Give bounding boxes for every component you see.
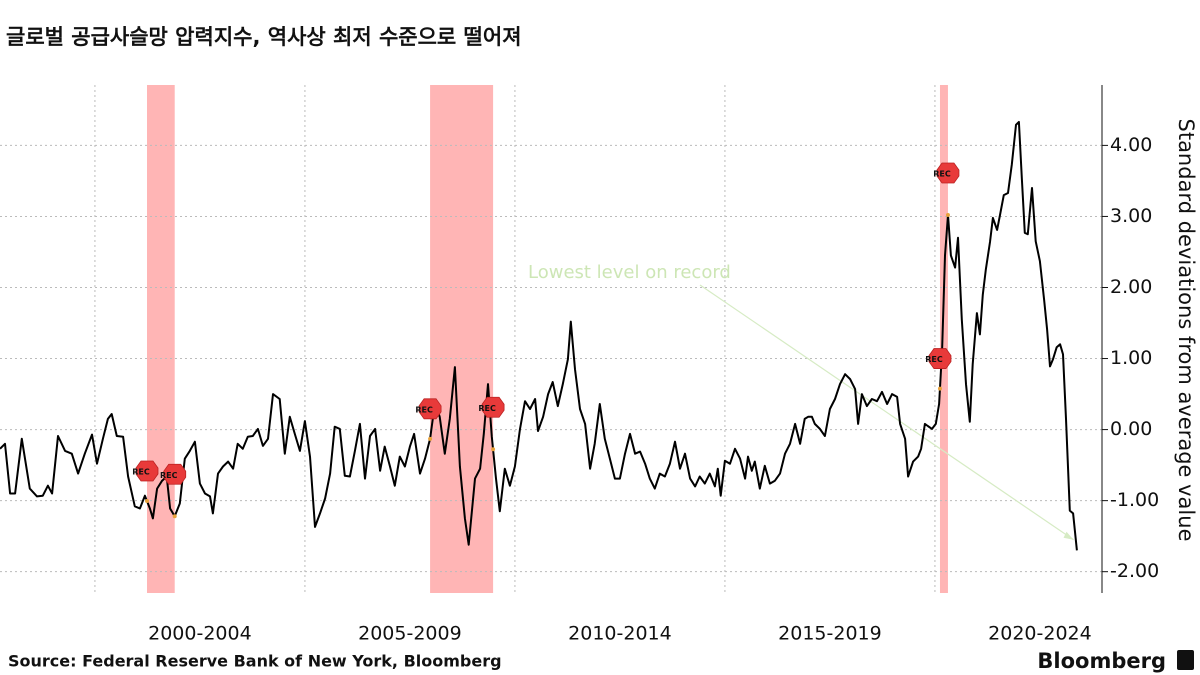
recession-point <box>937 386 942 391</box>
recession-band <box>147 85 175 593</box>
x-tick-label: 2015-2019 <box>778 623 882 645</box>
source: Source: Federal Reserve Bank of New York… <box>8 652 502 671</box>
x-tick-label: 2010-2014 <box>568 623 672 645</box>
recession-point <box>145 498 150 503</box>
y-tick-label: 1.00 <box>1110 347 1152 369</box>
recession-label: REC <box>478 404 496 413</box>
y-tick-label: 3.00 <box>1110 205 1152 227</box>
chart-title: 글로벌 공급사슬망 압력지수, 역사상 최저 수준으로 떨어져 <box>6 25 522 49</box>
recession-label: REC <box>132 467 150 476</box>
recession-marker <box>936 162 960 184</box>
recession-point <box>491 447 496 452</box>
recession-label: REC <box>925 355 943 364</box>
recession-band <box>939 85 948 593</box>
recession-label: REC <box>933 170 951 179</box>
y-tick-label: -2.00 <box>1110 560 1159 582</box>
annotation-arrow <box>699 284 1074 541</box>
annotation: Lowest level on record <box>528 262 731 283</box>
recession-marker <box>481 396 505 418</box>
y-tick-label: 0.00 <box>1110 418 1152 440</box>
recession-label: REC <box>415 405 433 414</box>
recession-point <box>172 514 177 519</box>
recession-point <box>428 436 433 441</box>
x-tick-label: 2000-2004 <box>148 623 252 645</box>
brand-icon <box>1177 650 1194 670</box>
annotation-arrowhead <box>1063 531 1074 540</box>
x-tick-label: 2005-2009 <box>358 623 462 645</box>
y-tick-label: -1.00 <box>1110 489 1159 511</box>
recession-marker <box>135 460 159 482</box>
recession-band <box>430 85 494 593</box>
brand: Bloomberg <box>1037 649 1166 673</box>
x-tick-label: 2020-2024 <box>988 623 1092 645</box>
recession-label: REC <box>160 471 178 480</box>
recession-marker <box>163 463 187 485</box>
y-axis-label: Standard deviations from average value <box>1174 119 1198 542</box>
recession-marker <box>418 398 442 420</box>
y-tick-label: 4.00 <box>1110 134 1152 156</box>
data-line <box>0 120 1078 551</box>
y-tick-label: 2.00 <box>1110 276 1152 298</box>
recession-point <box>945 213 950 218</box>
recession-marker <box>928 348 952 369</box>
